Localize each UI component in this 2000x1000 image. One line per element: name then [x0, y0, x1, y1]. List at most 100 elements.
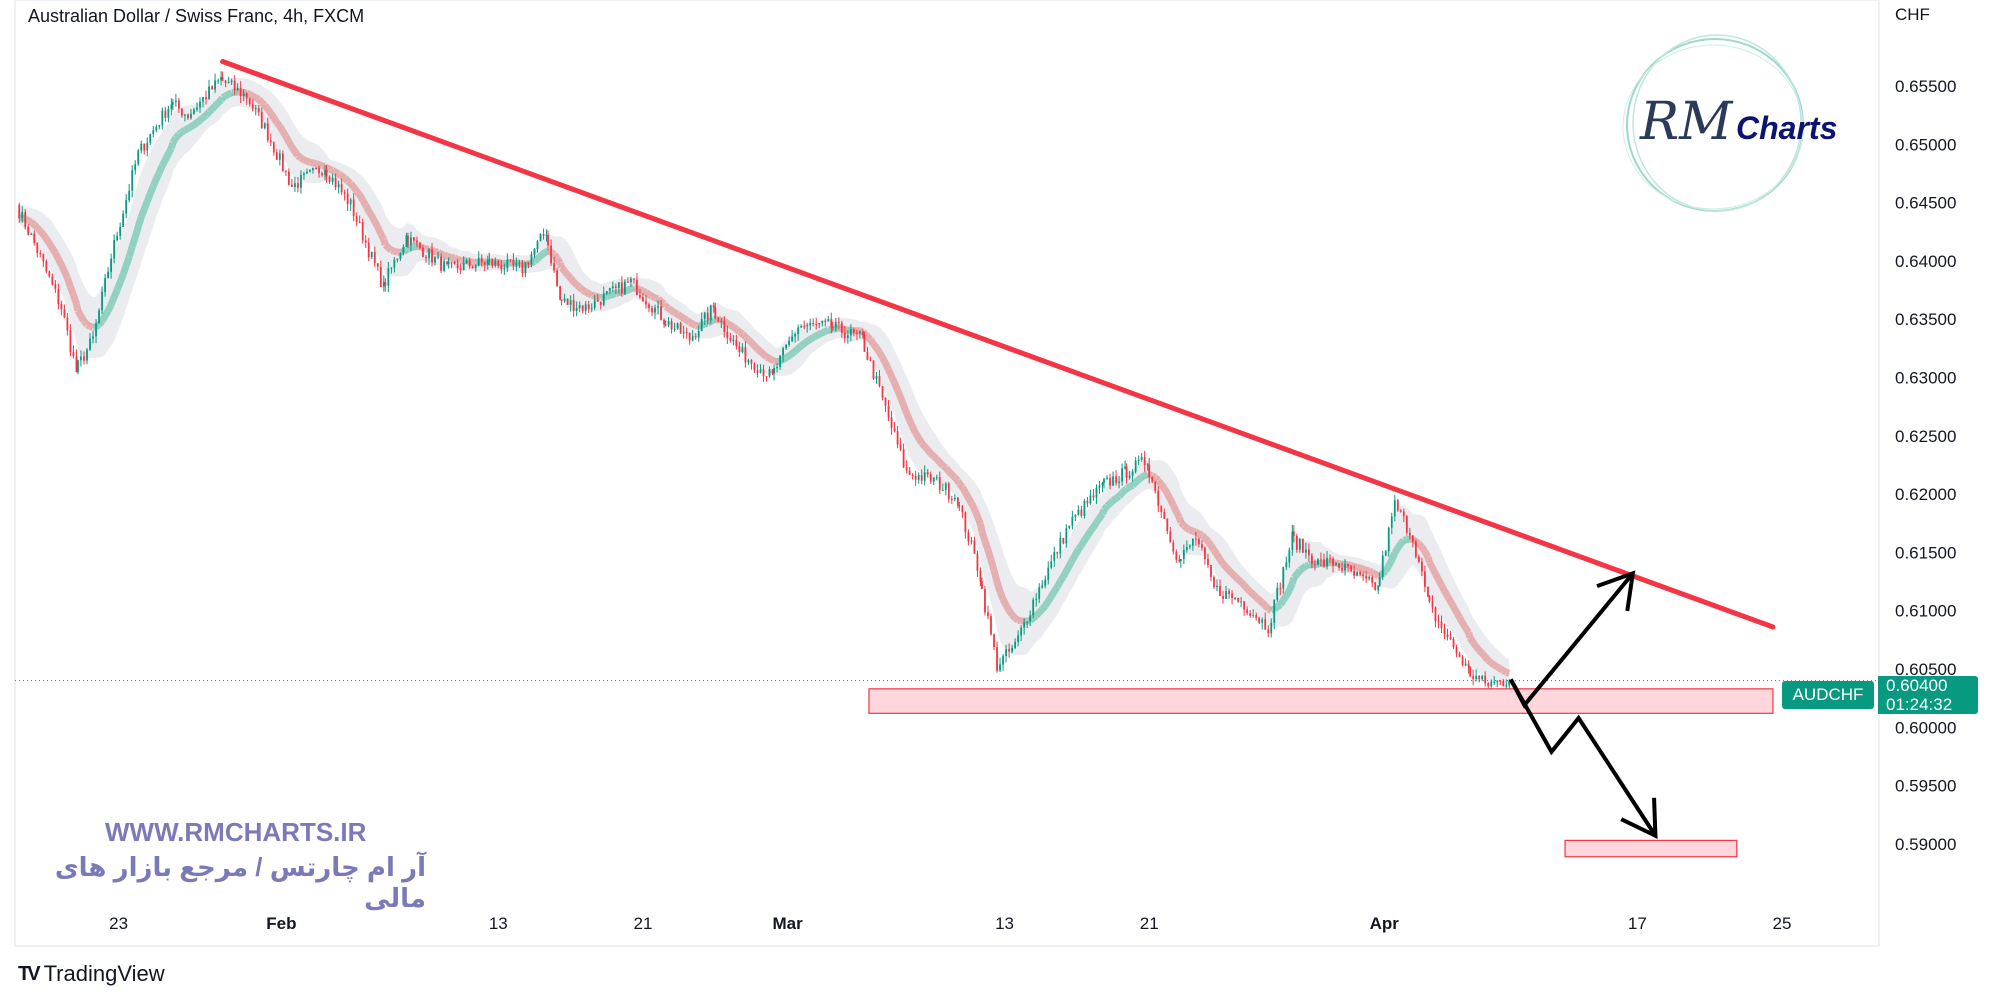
moving-average-segment — [26, 217, 33, 226]
candle-body — [670, 321, 673, 330]
candle-body — [1204, 547, 1206, 560]
moving-average-segment — [1033, 610, 1042, 619]
candle-body — [750, 360, 753, 364]
moving-average-segment — [814, 331, 821, 340]
moving-average-segment — [34, 225, 43, 234]
moving-average-segment — [971, 507, 981, 518]
candle-body — [284, 170, 287, 172]
moving-average-segment — [192, 119, 199, 128]
moving-average-segment — [183, 125, 190, 134]
candle-body — [1121, 468, 1123, 482]
bar-countdown: 01:24:32 — [1886, 695, 1953, 714]
candle-body — [1288, 549, 1291, 563]
candle-body — [456, 263, 459, 269]
moving-average-segment — [1220, 561, 1229, 570]
candle-body — [1074, 515, 1077, 517]
candle-body — [1032, 599, 1035, 616]
moving-average-segment — [1447, 599, 1457, 609]
candle-body — [956, 497, 959, 506]
candle-body — [488, 259, 491, 261]
moving-average-segment — [739, 331, 749, 340]
moving-average-segment — [342, 175, 351, 184]
candle-body — [1323, 559, 1325, 567]
candle-body — [1377, 585, 1380, 590]
candle-body — [221, 77, 224, 81]
moving-average-segment — [946, 469, 955, 478]
moving-average-segment — [1391, 546, 1401, 555]
moving-average-segment — [687, 319, 695, 328]
moving-average-segment — [758, 348, 766, 357]
moving-average-segment — [1205, 539, 1214, 548]
moving-average-segment — [565, 272, 574, 281]
moving-average-segment — [267, 111, 277, 120]
candle-body — [788, 341, 791, 345]
candle-body — [125, 200, 128, 214]
moving-average-segment — [377, 232, 387, 242]
candle-body — [700, 318, 703, 331]
moving-average-segment — [755, 346, 763, 355]
moving-average-segment — [1051, 584, 1061, 594]
moving-average-segment — [681, 315, 689, 323]
moving-average-segment — [261, 103, 271, 112]
moving-average-segment — [962, 490, 972, 500]
x-tick-label: 17 — [1628, 914, 1647, 933]
candle-body — [69, 330, 72, 353]
candle-body — [1390, 516, 1393, 528]
candle-body — [545, 234, 548, 236]
candle-body — [57, 288, 60, 305]
moving-average-segment — [265, 107, 274, 116]
candle-body — [287, 171, 290, 185]
candle-body — [993, 634, 995, 648]
candle-body — [1219, 585, 1221, 596]
candle-body — [278, 153, 281, 160]
candle-body — [376, 263, 379, 267]
candle-body — [837, 322, 840, 324]
candle-body — [331, 177, 334, 182]
candle-body — [620, 282, 623, 294]
candle-body — [830, 319, 833, 328]
moving-average-segment — [1152, 474, 1161, 483]
candle-body — [720, 320, 723, 322]
moving-average-segment — [1247, 589, 1256, 598]
moving-average-segment — [409, 243, 415, 252]
moving-average-segment — [545, 247, 550, 255]
moving-average-segment — [1003, 603, 1013, 613]
moving-average-segment — [587, 290, 594, 299]
moving-average-segment — [203, 109, 212, 118]
moving-average-segment — [820, 328, 827, 336]
moving-average-segment — [274, 120, 283, 129]
moving-average-segment — [1072, 547, 1082, 557]
candle-body — [1279, 588, 1282, 590]
candle-body — [98, 310, 100, 324]
y-tick-label: 0.65500 — [1895, 77, 1956, 96]
candle-body — [773, 368, 775, 374]
candle-body — [1335, 563, 1337, 566]
moving-average-segment — [209, 103, 218, 112]
moving-average-segment — [150, 177, 160, 188]
candle-body — [1062, 537, 1065, 544]
candle-body — [440, 256, 442, 271]
candle-body — [437, 256, 439, 258]
candle-body — [1068, 525, 1071, 529]
moving-average-segment — [1175, 516, 1185, 524]
candle-body — [920, 474, 923, 481]
moving-average-segment — [705, 318, 713, 327]
candle-body — [1414, 541, 1417, 557]
candle-body — [190, 113, 192, 119]
candle-body — [908, 470, 911, 475]
moving-average-segment — [1122, 486, 1130, 493]
candle-body — [1125, 466, 1128, 478]
candle-body — [550, 245, 552, 264]
moving-average-segment — [551, 252, 560, 261]
moving-average-segment — [561, 269, 571, 278]
candle-body — [158, 125, 161, 127]
tradingview-brand[interactable]: TV TradingView — [18, 961, 165, 987]
moving-average-segment — [1057, 574, 1067, 584]
moving-average-segment — [1164, 491, 1174, 501]
moving-average-segment — [1467, 635, 1477, 645]
moving-average-segment — [684, 317, 692, 326]
candle-body — [272, 142, 275, 153]
moving-average-segment — [1501, 667, 1509, 676]
candle-body — [1347, 563, 1349, 567]
